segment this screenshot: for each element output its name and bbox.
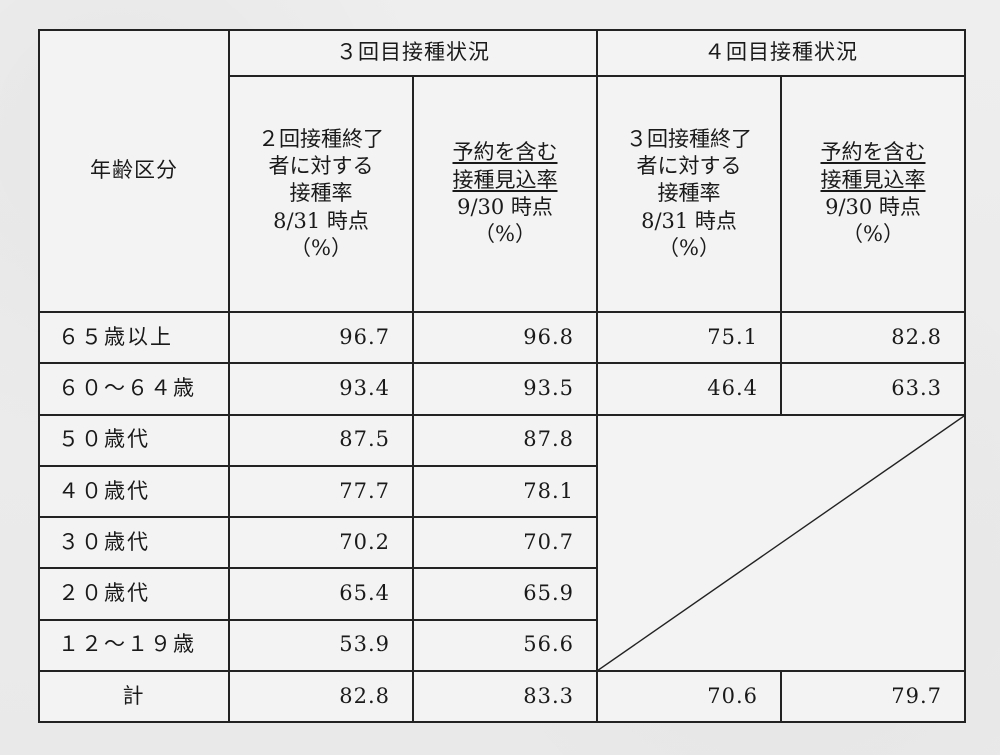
not-applicable-diagonal-cell [596, 413, 966, 672]
age-label: ６５歳以上 [38, 310, 230, 365]
total-value-cell: 83.3 [412, 669, 598, 724]
value-cell: 93.5 [412, 362, 598, 416]
age-label: ２０歳代 [38, 567, 230, 621]
fourth-dose-status-header: ４回目接種状況 [596, 29, 966, 77]
value-cell: 77.7 [228, 464, 414, 519]
total-value-cell: 82.8 [228, 669, 414, 724]
value-cell: 53.9 [228, 618, 414, 672]
vaccination-table-sheet: 年齢区分 ３回目接種状況 ４回目接種状況 ２回接種終了 者に対する 接種率 8/… [38, 29, 966, 724]
sub-header-row: ２回接種終了 者に対する 接種率 8/31 時点 （%） 予約を含む 接種見込率… [39, 75, 966, 313]
age-label: １２～１９歳 [38, 618, 230, 672]
table-row: ４０歳代 77.7 78.1 [38, 464, 965, 519]
table-row: ３０歳代 70.2 70.7 [38, 515, 965, 570]
table-row: ２０歳代 65.4 65.9 [38, 567, 965, 621]
group-header-row: 年齢区分 ３回目接種状況 ４回目接種状況 [38, 29, 966, 313]
value-cell: 63.3 [780, 362, 966, 416]
value-cell: 87.5 [228, 413, 414, 467]
value-cell: 65.4 [228, 567, 414, 621]
table-row: １２～１９歳 53.9 56.6 [38, 618, 965, 672]
value-cell: 65.9 [412, 567, 598, 621]
vaccination-rate-table: 年齢区分 ３回目接種状況 ４回目接種状況 ２回接種終了 者に対する 接種率 8/… [38, 29, 966, 724]
table-row: ６０～６４歳 93.4 93.5 46.4 63.3 [38, 362, 966, 416]
third-dose-projected-header: 予約を含む 接種見込率 9/30 時点 （%） [412, 75, 598, 313]
value-cell: 70.7 [412, 515, 598, 570]
value-cell: 96.7 [228, 310, 414, 365]
third-dose-rate-header: ２回接種終了 者に対する 接種率 8/31 時点 （%） [228, 75, 414, 313]
fourth-dose-rate-header: ３回接種終了 者に対する 接種率 8/31 時点 （%） [596, 75, 782, 313]
value-cell: 70.2 [228, 515, 414, 570]
fourth-dose-projected-header: 予約を含む 接種見込率 9/30 時点 （%） [780, 75, 966, 313]
total-row: 計 82.8 83.3 70.6 79.7 [38, 669, 966, 724]
table-row: ６５歳以上 96.7 96.8 75.1 82.8 [38, 310, 966, 365]
age-label: ３０歳代 [38, 515, 230, 570]
third-dose-status-header: ３回目接種状況 [228, 29, 598, 77]
age-label: ４０歳代 [38, 464, 230, 519]
total-value-cell: 79.7 [780, 669, 966, 724]
age-label: ５０歳代 [38, 413, 230, 467]
value-cell: 78.1 [412, 464, 598, 519]
value-cell: 46.4 [596, 362, 782, 416]
value-cell: 82.8 [780, 310, 966, 365]
age-label: ６０～６４歳 [38, 362, 230, 416]
value-cell: 56.6 [412, 618, 598, 672]
value-cell: 93.4 [228, 362, 414, 416]
age-category-header: 年齢区分 [38, 29, 230, 313]
table-row: ５０歳代 87.5 87.8 [38, 413, 966, 672]
total-label: 計 [38, 669, 230, 724]
value-cell: 96.8 [412, 310, 598, 365]
diagonal-slash [598, 416, 964, 670]
value-cell: 87.8 [412, 413, 598, 467]
value-cell: 75.1 [596, 310, 782, 365]
total-value-cell: 70.6 [596, 669, 782, 724]
